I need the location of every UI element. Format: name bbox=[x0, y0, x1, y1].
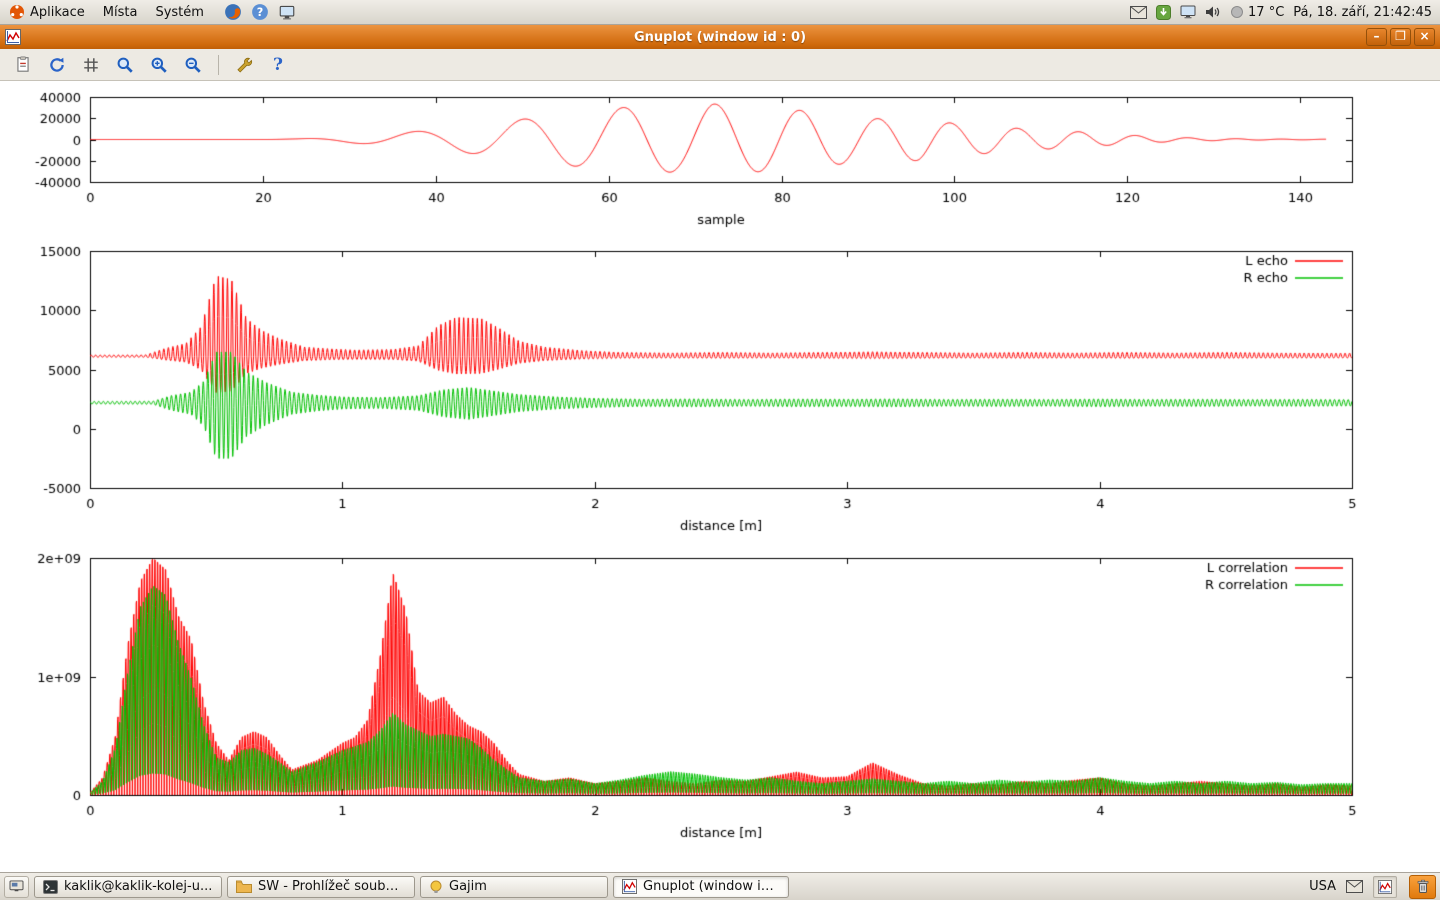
magnifier-icon bbox=[116, 56, 134, 74]
taskbar-window-label: kaklik@kaklik-kolej-u... bbox=[64, 879, 213, 894]
zoom-reset-button[interactable] bbox=[180, 52, 206, 78]
maximize-button[interactable]: ❐ bbox=[1390, 28, 1411, 46]
update-icon[interactable] bbox=[1156, 4, 1172, 20]
grid-icon bbox=[82, 56, 100, 74]
minimize-button[interactable]: – bbox=[1366, 28, 1387, 46]
taskbar-window-label: SW - Prohlížeč souborů bbox=[258, 879, 406, 894]
close-button[interactable]: × bbox=[1414, 28, 1435, 46]
magnifier-minus-icon bbox=[184, 56, 202, 74]
taskbar-window-file-browser[interactable]: SW - Prohlížeč souborů bbox=[227, 875, 415, 898]
window-icon bbox=[5, 29, 21, 45]
weather-applet[interactable]: 17 °C bbox=[1230, 5, 1284, 20]
trash-button[interactable] bbox=[1409, 874, 1436, 899]
mail-notification-icon[interactable] bbox=[1346, 880, 1363, 893]
svg-text:?: ? bbox=[257, 6, 264, 19]
screenshot-icon[interactable] bbox=[277, 2, 297, 22]
chart-icon bbox=[622, 879, 637, 894]
window-title: Gnuplot (window id : 0) bbox=[633, 29, 807, 45]
gnuplot-plots-canvas[interactable] bbox=[0, 81, 1440, 872]
display-icon[interactable] bbox=[1180, 5, 1196, 19]
copy-button[interactable] bbox=[10, 52, 36, 78]
menu-applications[interactable]: Aplikace bbox=[0, 0, 94, 24]
gnuplot-plot-area bbox=[0, 81, 1440, 872]
firefox-icon[interactable] bbox=[223, 2, 243, 22]
toolbar-separator bbox=[218, 54, 219, 75]
keyboard-layout-indicator[interactable]: USA bbox=[1309, 879, 1336, 894]
clock[interactable]: Pá, 18. září, 21:42:45 bbox=[1293, 4, 1432, 20]
temperature-label: 17 °C bbox=[1248, 4, 1285, 20]
menu-system[interactable]: Systém bbox=[146, 0, 212, 24]
taskbar-tray: USA bbox=[1309, 874, 1436, 899]
taskbar-window-terminal[interactable]: kaklik@kaklik-kolej-u... bbox=[34, 875, 222, 898]
volume-icon[interactable] bbox=[1205, 5, 1221, 19]
help-button[interactable]: ? bbox=[265, 52, 291, 78]
show-desktop-button[interactable] bbox=[4, 875, 29, 898]
taskbar-window-label: Gnuplot (window id : 0) bbox=[643, 879, 780, 894]
magnifier-plus-icon bbox=[150, 56, 168, 74]
top-panel: Aplikace Místa Systém ? bbox=[0, 0, 1440, 25]
gajim-icon bbox=[429, 880, 443, 894]
window-controls: – ❐ × bbox=[1366, 28, 1435, 46]
copy-icon bbox=[14, 56, 32, 74]
toggle-grid-button[interactable] bbox=[78, 52, 104, 78]
refresh-icon bbox=[48, 56, 66, 74]
zoom-previous-button[interactable] bbox=[112, 52, 138, 78]
taskbar-window-label: Gajim bbox=[449, 879, 487, 894]
taskbar-window-gajim[interactable]: Gajim bbox=[420, 875, 608, 898]
show-desktop-icon bbox=[9, 880, 24, 893]
menu-applications-label: Aplikace bbox=[30, 4, 85, 20]
folder-icon bbox=[236, 880, 252, 893]
menu-system-label: Systém bbox=[155, 4, 204, 20]
weather-icon bbox=[1230, 5, 1244, 19]
configure-button[interactable] bbox=[231, 52, 257, 78]
taskbar: kaklik@kaklik-kolej-u... SW - Prohlížeč … bbox=[0, 872, 1440, 900]
replot-button[interactable] bbox=[44, 52, 70, 78]
mail-icon[interactable] bbox=[1130, 5, 1148, 19]
gnuplot-tray-icon[interactable] bbox=[1373, 875, 1397, 898]
panel-status-area: 17 °C Pá, 18. září, 21:42:45 bbox=[1130, 4, 1440, 20]
panel-launchers: ? bbox=[223, 2, 297, 22]
gnuplot-toolbar: ? bbox=[0, 49, 1440, 81]
help-browser-icon[interactable]: ? bbox=[250, 2, 270, 22]
trash-icon bbox=[1416, 879, 1430, 894]
window-titlebar[interactable]: Gnuplot (window id : 0) – ❐ × bbox=[0, 25, 1440, 49]
ubuntu-logo-icon bbox=[9, 4, 25, 20]
wrench-icon bbox=[235, 56, 253, 74]
zoom-next-button[interactable] bbox=[146, 52, 172, 78]
help-icon: ? bbox=[273, 54, 283, 75]
menu-places-label: Místa bbox=[102, 4, 138, 20]
menu-places[interactable]: Místa bbox=[94, 0, 147, 24]
terminal-icon bbox=[43, 879, 58, 894]
taskbar-window-gnuplot[interactable]: Gnuplot (window id : 0) bbox=[613, 875, 789, 898]
